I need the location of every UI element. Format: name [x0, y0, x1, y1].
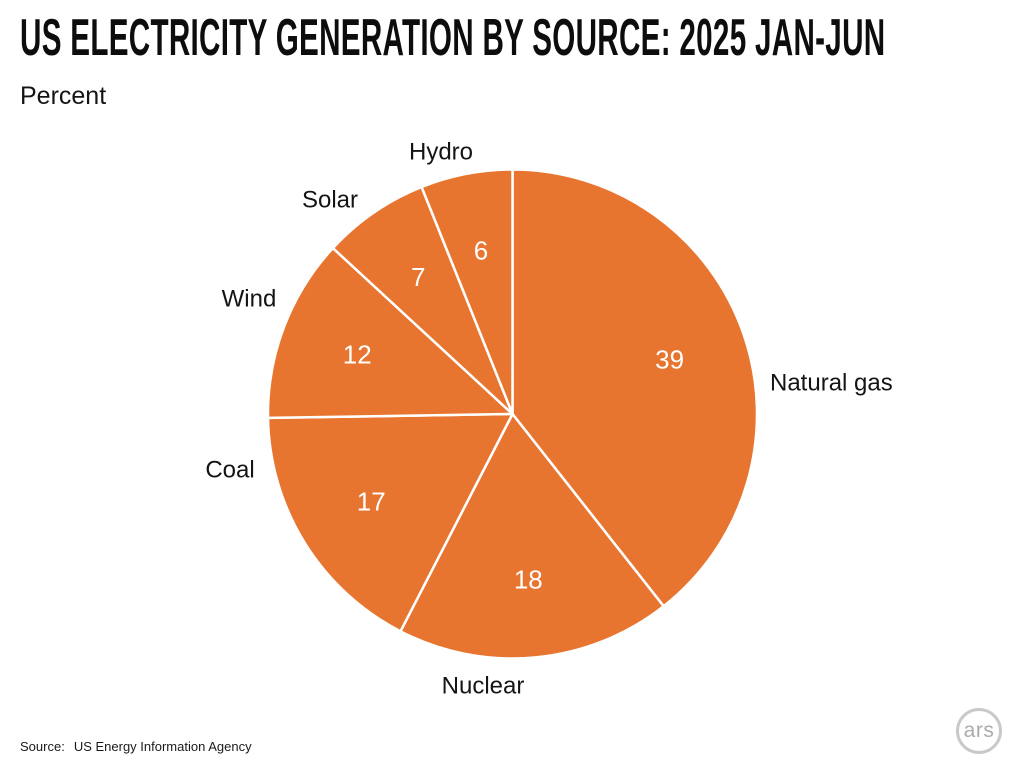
value-label-wind: 12 — [343, 340, 372, 370]
pie-slice-hydro — [420, 168, 514, 416]
chart-title: US ELECTRICITY GENERATION BY SOURCE: 202… — [20, 9, 886, 67]
source-note: Source: US Energy Information Agency — [20, 739, 252, 754]
pie-slice-solar — [331, 185, 514, 416]
value-label-hydro: 6 — [474, 236, 488, 266]
value-label-natural-gas: 39 — [655, 345, 684, 375]
category-label-nuclear: Nuclear — [442, 673, 525, 700]
ars-logo-text: ars — [963, 718, 995, 742]
pie-slice-coal — [266, 412, 514, 633]
value-label-solar: 7 — [411, 262, 425, 292]
value-label-coal: 17 — [357, 487, 386, 517]
category-label-natural-gas: Natural gas — [770, 370, 893, 397]
category-label-wind: Wind — [222, 286, 277, 313]
pie-slice-natural-gas — [511, 168, 759, 608]
category-label-coal: Coal — [205, 457, 254, 484]
source-label: Source: — [20, 739, 65, 754]
value-label-nuclear: 18 — [514, 565, 543, 595]
chart-subtitle: Percent — [20, 82, 107, 110]
pie-slice-nuclear — [399, 412, 665, 660]
category-label-solar: Solar — [302, 187, 358, 214]
pie-slice-wind — [266, 246, 514, 420]
ars-logo: ars — [956, 708, 1002, 754]
category-label-hydro: Hydro — [409, 139, 473, 166]
source-text: US Energy Information Agency — [73, 739, 252, 754]
